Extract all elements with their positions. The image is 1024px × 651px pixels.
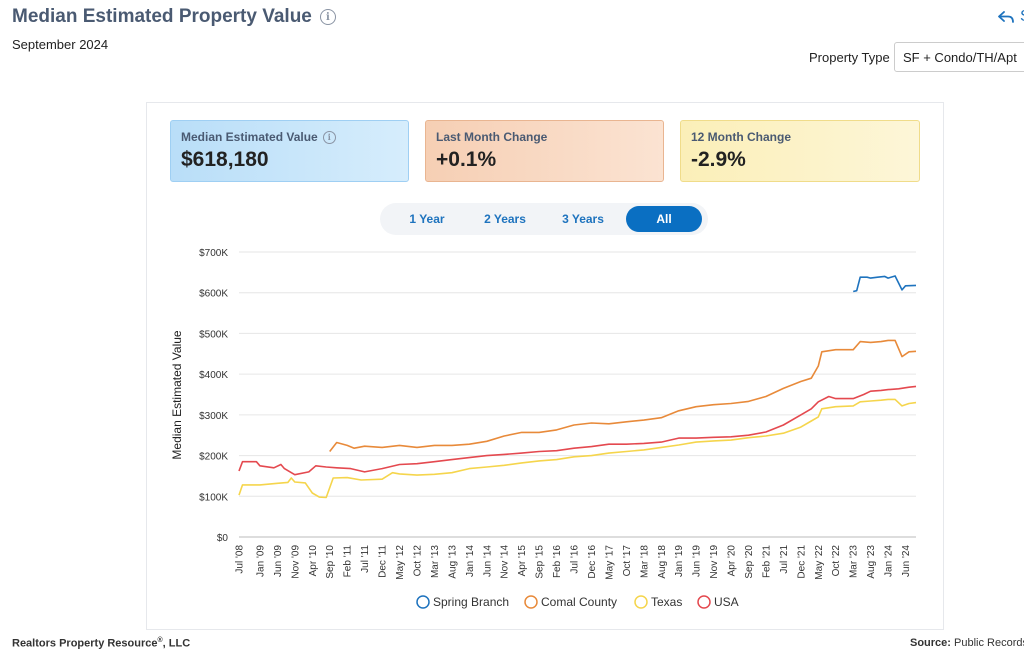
card-label-text: Median Estimated Value bbox=[181, 130, 318, 144]
tab-1-year[interactable]: 1 Year bbox=[409, 212, 445, 226]
card-label: Last Month Change bbox=[436, 130, 548, 144]
registered-mark: ® bbox=[157, 637, 163, 644]
share-button[interactable]: S bbox=[998, 8, 1024, 26]
footer-source: Source: Public Records a bbox=[910, 637, 1024, 649]
share-arrow-icon bbox=[998, 11, 1014, 23]
card-label: 12 Month Change bbox=[691, 130, 792, 144]
info-icon[interactable]: i bbox=[322, 130, 336, 144]
last-month-change-card: Last Month Change +0.1% bbox=[425, 120, 664, 182]
property-type-select[interactable]: SF + Condo/TH/Apt bbox=[894, 42, 1024, 72]
time-range-tabs: 1 Year 2 Years 3 Years All bbox=[380, 203, 708, 235]
footer-company: Realtors Property Resource®, LLC bbox=[12, 637, 190, 650]
share-label: S bbox=[1020, 8, 1024, 26]
page-title: Median Estimated Property Value i bbox=[12, 6, 336, 28]
card-value: -2.9% bbox=[691, 148, 746, 171]
card-label: Median Estimated Value i bbox=[181, 130, 398, 144]
tab-all[interactable]: All bbox=[626, 206, 702, 232]
property-type-label: Property Type bbox=[809, 50, 890, 65]
twelve-month-change-card: 12 Month Change -2.9% bbox=[680, 120, 920, 182]
tab-2-years[interactable]: 2 Years bbox=[484, 212, 526, 226]
tab-3-years[interactable]: 3 Years bbox=[562, 212, 604, 226]
info-icon[interactable]: i bbox=[319, 9, 336, 25]
footer-company-name: Realtors Property Resource bbox=[12, 637, 158, 650]
source-value: Public Records a bbox=[954, 637, 1024, 649]
card-value: +0.1% bbox=[436, 148, 497, 171]
page-subtitle: September 2024 bbox=[12, 37, 109, 52]
source-label: Source: bbox=[910, 637, 951, 649]
page-title-text: Median Estimated Property Value bbox=[12, 6, 312, 27]
card-value: $618,180 bbox=[181, 148, 269, 171]
median-value-card: Median Estimated Value i $618,180 bbox=[170, 120, 409, 182]
footer-company-suffix: , LLC bbox=[162, 637, 191, 650]
